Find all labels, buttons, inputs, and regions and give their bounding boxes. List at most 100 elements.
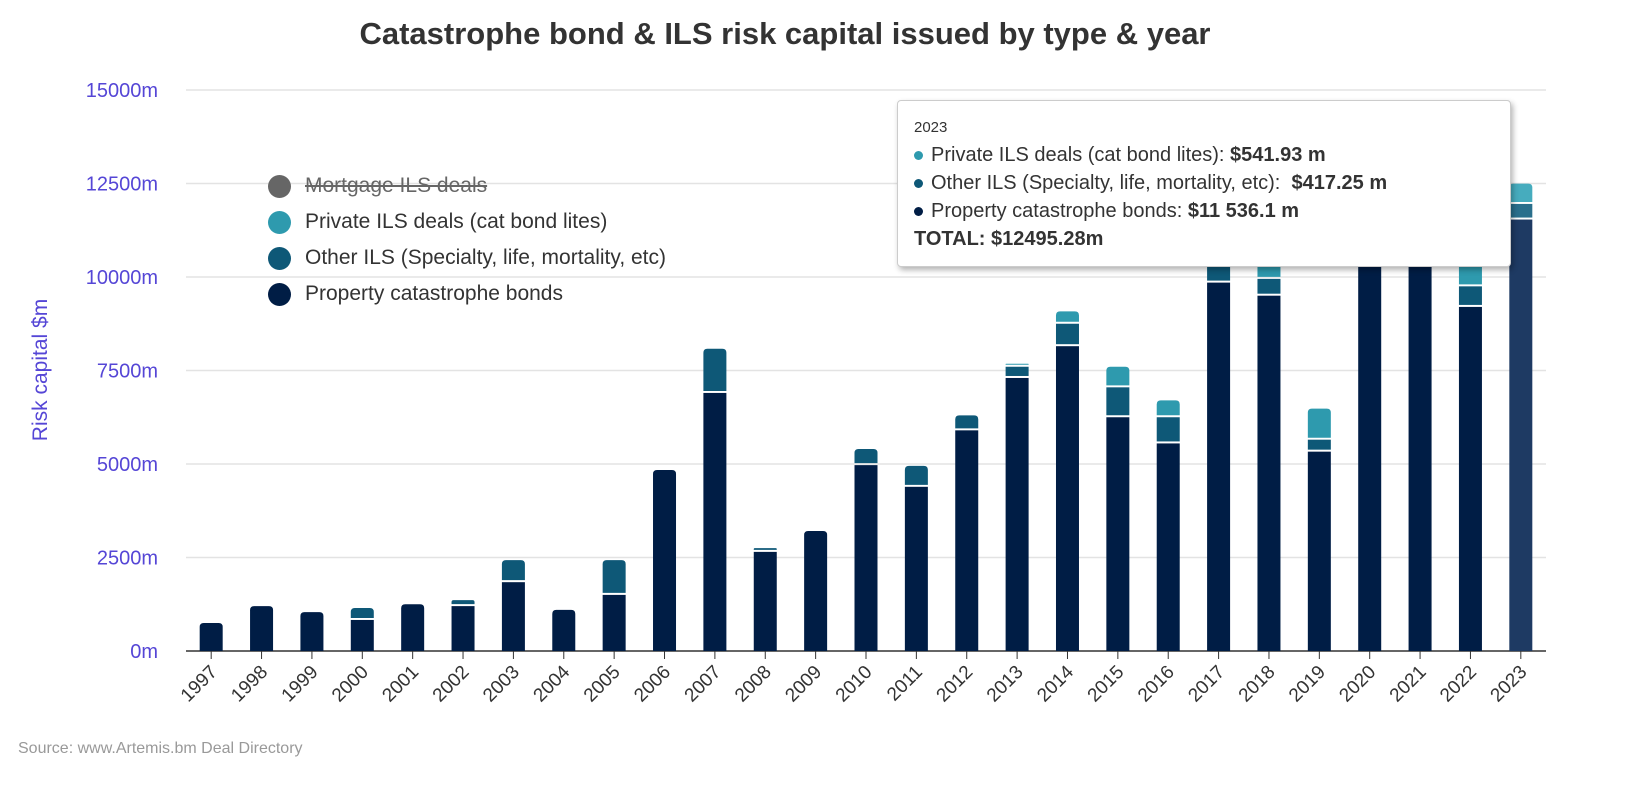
x-tick-label: 2009 — [781, 662, 826, 707]
tooltip-row-other: Other ILS (Specialty, life, mortality, e… — [914, 169, 1494, 197]
legend-marker — [268, 282, 291, 306]
y-tick-label: 7500m — [97, 361, 158, 383]
x-tick-label: 2007 — [681, 662, 726, 707]
x-tick-label: 2021 — [1386, 662, 1431, 707]
chart-title: Catastrophe bond & ILS risk capital issu… — [359, 16, 1211, 51]
y-tick-label: 0m — [130, 641, 158, 663]
legend-label: Private ILS deals (cat bond lites) — [305, 210, 608, 233]
bar-segment — [1408, 190, 1432, 652]
bar-segment — [451, 606, 475, 651]
legend-item-private[interactable]: Private ILS deals (cat bond lites) — [268, 204, 666, 240]
x-tick-label: 2015 — [1084, 662, 1129, 707]
legend-label: Other ILS (Specialty, life, mortality, e… — [305, 246, 666, 269]
legend-item-property[interactable]: Property catastrophe bonds — [268, 276, 666, 312]
x-tick-label: 2019 — [1285, 662, 1330, 707]
source-credit: Source: www.Artemis.bm Deal Directory — [18, 740, 303, 757]
bar-segment — [350, 619, 374, 651]
series-dot-icon — [914, 151, 923, 161]
legend-marker — [268, 174, 291, 198]
legend-item-other[interactable]: Other ILS (Specialty, life, mortality, e… — [268, 240, 666, 276]
bar-segment — [1509, 203, 1533, 218]
y-tick-label: 10000m — [86, 267, 158, 289]
bar-segment — [401, 604, 425, 651]
x-tick-label: 2017 — [1184, 662, 1229, 707]
bar-segment — [1307, 439, 1331, 450]
bar-segment — [703, 348, 727, 391]
tooltip-label: Property catastrophe bonds: — [931, 200, 1188, 222]
legend-marker — [268, 246, 291, 270]
tooltip-row-property: Property catastrophe bonds: $11 536.1 m — [914, 197, 1494, 225]
bar-segment — [904, 486, 928, 651]
bar-segment — [1509, 219, 1533, 651]
legend-item-mortgage[interactable]: Mortgage ILS deals — [268, 168, 666, 204]
tooltip-value: $541.93 m — [1230, 144, 1326, 166]
bar-segment — [1005, 363, 1029, 365]
legend-label: Mortgage ILS deals — [305, 174, 488, 197]
bar-segment — [955, 415, 979, 429]
bar-segment — [199, 622, 223, 651]
x-tick-label: 2001 — [378, 662, 423, 707]
bar-segment — [1156, 443, 1180, 651]
bar-segment — [1257, 295, 1281, 651]
x-tick-label: 2012 — [933, 662, 978, 707]
tooltip-total: TOTAL: $12495.28m — [914, 225, 1494, 253]
bar-segment — [1005, 366, 1029, 376]
bar-segment — [753, 551, 777, 651]
bar-segment — [1307, 451, 1331, 651]
x-tick-label: 2023 — [1487, 662, 1532, 707]
series-dot-icon — [914, 179, 923, 189]
bar-segment — [703, 392, 727, 651]
tooltip-label: Other ILS (Specialty, life, mortality, e… — [931, 172, 1292, 194]
bar-segment — [1055, 346, 1079, 651]
bar-segment — [501, 560, 525, 581]
y-tick-label: 2500m — [97, 548, 158, 570]
x-tick-label: 1998 — [227, 662, 272, 707]
bar-segment — [1156, 417, 1180, 442]
bar-segment — [1207, 282, 1231, 651]
bar-segment — [501, 582, 525, 651]
x-tick-label: 2006 — [630, 662, 675, 707]
x-tick-label: 2002 — [429, 662, 474, 707]
legend: Mortgage ILS deals Private ILS deals (ca… — [268, 168, 666, 312]
y-tick-label: 5000m — [97, 454, 158, 476]
x-tick-label: 2016 — [1134, 662, 1179, 707]
bar-segment — [1458, 286, 1482, 305]
tooltip-total-label: TOTAL: — [914, 228, 992, 250]
bar-segment — [300, 612, 324, 651]
x-tick-label: 2000 — [328, 662, 373, 707]
legend-label: Property catastrophe bonds — [305, 282, 563, 305]
x-tick-label: 2010 — [832, 662, 877, 707]
y-axis-label: Risk capital $m — [29, 299, 52, 441]
bar-segment — [1005, 377, 1029, 651]
bar-segment — [602, 594, 626, 651]
bar-segment — [904, 465, 928, 485]
bar-segment — [1106, 387, 1130, 416]
bar-segment — [955, 430, 979, 651]
tooltip-value: $11 536.1 m — [1187, 200, 1300, 222]
bar-segment — [804, 530, 828, 651]
tooltip-total-value: $12495.28m — [991, 228, 1104, 250]
bar-segment — [1055, 323, 1079, 345]
tooltip: 2023 Private ILS deals (cat bond lites):… — [897, 100, 1511, 267]
bar-segment — [1358, 232, 1382, 651]
tooltip-row-private: Private ILS deals (cat bond lites): $541… — [914, 141, 1494, 169]
bar-segment — [1055, 311, 1079, 322]
bar-segment — [1307, 408, 1331, 438]
bar-segment — [753, 548, 777, 550]
bar-segment — [1257, 278, 1281, 294]
bar-segment — [250, 606, 274, 651]
bar-segment — [350, 607, 374, 618]
tooltip-value: $417.25 m — [1291, 172, 1388, 194]
y-tick-label: 15000m — [86, 80, 158, 102]
x-tick-label: 2022 — [1436, 662, 1481, 707]
x-tick-label: 2005 — [580, 662, 625, 707]
legend-marker — [268, 210, 291, 234]
x-tick-label: 1999 — [278, 662, 323, 707]
x-tick-label: 2018 — [1235, 662, 1280, 707]
x-tick-label: 2004 — [530, 661, 575, 706]
bar-segment — [1458, 306, 1482, 651]
bar-segment — [1106, 366, 1130, 386]
bar-segment — [854, 449, 878, 464]
bar-segment — [451, 600, 475, 605]
x-tick-label: 2011 — [883, 662, 927, 706]
